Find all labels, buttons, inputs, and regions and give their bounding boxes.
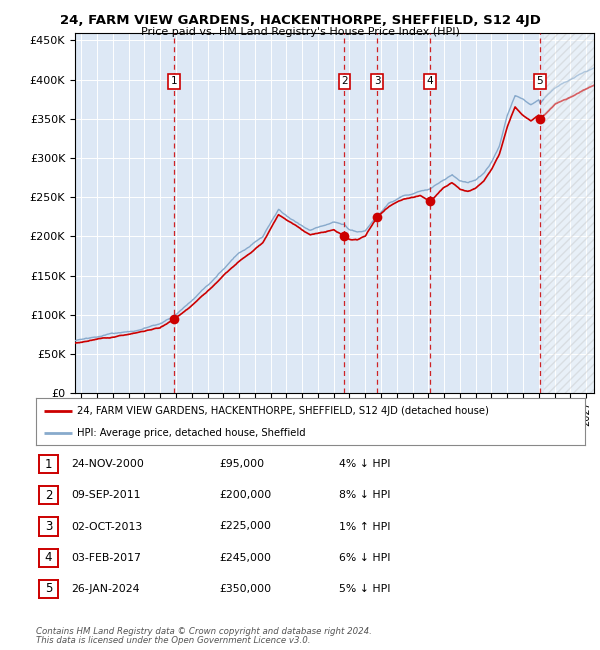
Text: £225,000: £225,000 [219,521,271,532]
Text: 4: 4 [427,76,433,86]
Text: £350,000: £350,000 [219,584,271,594]
Text: This data is licensed under the Open Government Licence v3.0.: This data is licensed under the Open Gov… [36,636,311,645]
Text: 02-OCT-2013: 02-OCT-2013 [71,521,142,532]
Text: 24, FARM VIEW GARDENS, HACKENTHORPE, SHEFFIELD, S12 4JD: 24, FARM VIEW GARDENS, HACKENTHORPE, SHE… [59,14,541,27]
Text: 6% ↓ HPI: 6% ↓ HPI [339,552,391,563]
Text: HPI: Average price, detached house, Sheffield: HPI: Average price, detached house, Shef… [77,428,306,437]
Text: 3: 3 [374,76,380,86]
Text: £200,000: £200,000 [219,490,271,501]
Text: 1: 1 [45,458,52,471]
Text: Price paid vs. HM Land Registry's House Price Index (HPI): Price paid vs. HM Land Registry's House … [140,27,460,37]
Text: 09-SEP-2011: 09-SEP-2011 [71,490,140,501]
Text: £95,000: £95,000 [219,459,264,469]
Text: 5: 5 [45,582,52,595]
Text: 26-JAN-2024: 26-JAN-2024 [71,584,139,594]
Text: 2: 2 [341,76,348,86]
Text: 8% ↓ HPI: 8% ↓ HPI [339,490,391,501]
Text: £245,000: £245,000 [219,552,271,563]
Text: Contains HM Land Registry data © Crown copyright and database right 2024.: Contains HM Land Registry data © Crown c… [36,627,372,636]
Text: 24, FARM VIEW GARDENS, HACKENTHORPE, SHEFFIELD, S12 4JD (detached house): 24, FARM VIEW GARDENS, HACKENTHORPE, SHE… [77,406,489,416]
Text: 2: 2 [45,489,52,502]
Bar [544,32,594,393]
Text: 5% ↓ HPI: 5% ↓ HPI [339,584,391,594]
Text: 3: 3 [45,520,52,533]
Text: 03-FEB-2017: 03-FEB-2017 [71,552,140,563]
Text: 4: 4 [45,551,52,564]
Text: 24-NOV-2000: 24-NOV-2000 [71,459,143,469]
Text: 1% ↑ HPI: 1% ↑ HPI [339,521,391,532]
Text: 4% ↓ HPI: 4% ↓ HPI [339,459,391,469]
Text: 5: 5 [536,76,543,86]
Text: 1: 1 [171,76,178,86]
